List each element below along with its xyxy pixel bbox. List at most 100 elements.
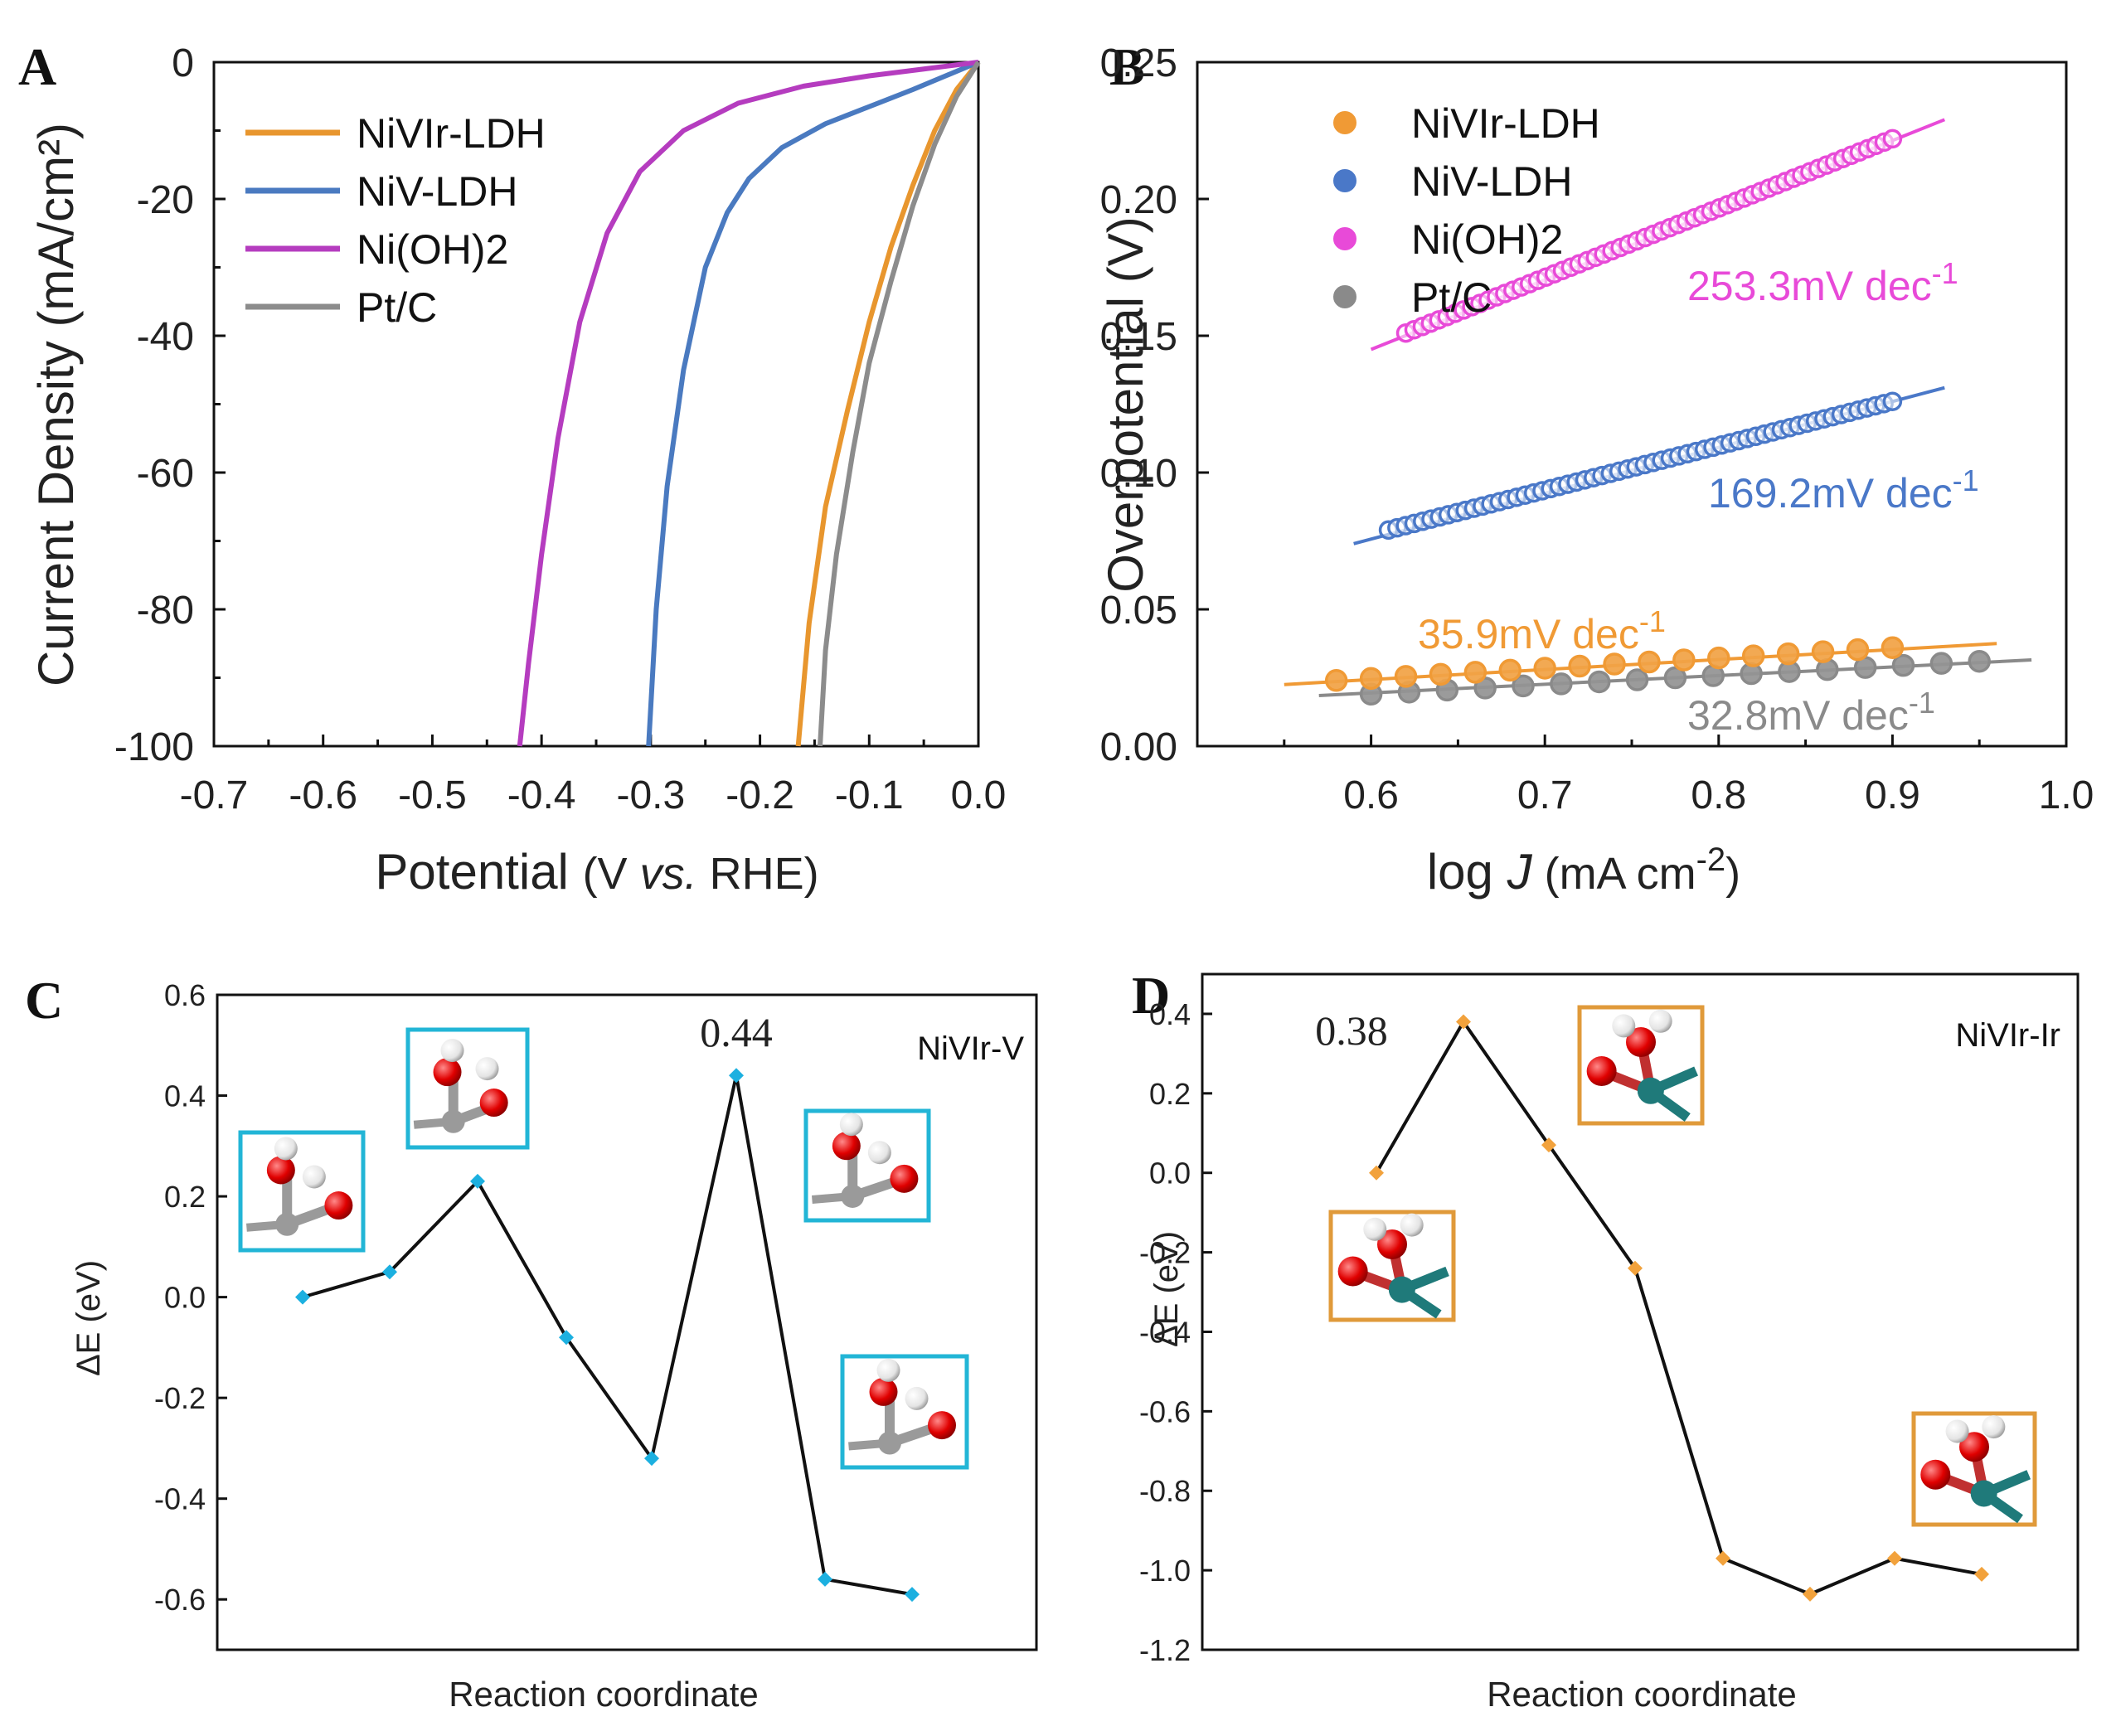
panel-label-c: C [25, 971, 63, 1030]
x-tick-label: -0.5 [398, 773, 467, 817]
panel-c: 0.6 0.4 0.2 0.0 -0.2 -0.4 -0.6 Reaction coordin… [70, 978, 1038, 1714]
y-tick-label: 0.2 [1149, 1077, 1191, 1111]
hydrogen-atom [1400, 1213, 1424, 1237]
metal-atom [275, 1212, 299, 1236]
y-tick-label: 0.25 [1100, 41, 1177, 85]
data-point-fill [1628, 670, 1647, 689]
y-tick-label: -0.4 [1139, 1315, 1191, 1349]
y-axis-label: Overpotential (V) [1098, 216, 1153, 593]
panel-title: NiVIr-V [917, 1030, 1024, 1067]
energy-state-marker [1974, 1566, 1989, 1582]
y-axis-label: Current Density (mA/cm²) [28, 123, 84, 686]
peak-energy-label: 0.38 [1315, 1007, 1388, 1054]
y-tick-label: 0.2 [164, 1180, 206, 1214]
x-axis-label: Potential (V vs. RHE) [375, 844, 818, 900]
data-point-fill [1501, 661, 1520, 680]
data-point-fill [1361, 685, 1381, 704]
hydrogen-atom [475, 1057, 499, 1081]
y-tick-label: 0.05 [1100, 589, 1177, 633]
hydrogen-atom [867, 1141, 891, 1165]
hydrogen-atom [1648, 1009, 1672, 1033]
oxygen-atom [479, 1089, 508, 1118]
y-tick-label: -0.6 [1139, 1394, 1191, 1428]
data-point-fill [1674, 651, 1693, 670]
energy-state-marker [1628, 1260, 1643, 1276]
energy-state-marker [1887, 1550, 1902, 1566]
tafel-slope-value: 35.9mV dec [1418, 611, 1639, 657]
data-point-fill [1570, 657, 1589, 676]
hydrogen-atom [1945, 1419, 1969, 1443]
inset-frame [405, 1027, 530, 1150]
structure-inset [405, 1027, 530, 1150]
tafel-slope-label: 169.2mV dec-1 [1708, 463, 1979, 517]
oxygen-atom [928, 1411, 956, 1440]
oxygen-atom [266, 1156, 295, 1185]
hydrogen-atom [905, 1386, 929, 1410]
data-point-fill [1848, 640, 1867, 659]
energy-state-marker [1716, 1550, 1730, 1566]
y-tick-label: 0 [172, 41, 194, 85]
y-axis-label: ΔE (eV) [1148, 1231, 1185, 1347]
x-tick-label: -0.1 [835, 773, 904, 817]
structure-inset [840, 1354, 969, 1470]
data-point-fill [1514, 676, 1532, 696]
legend-marker [1333, 111, 1356, 134]
data-point-fill [1361, 669, 1381, 688]
data-point-fill [1476, 678, 1495, 697]
hydrogen-atom [1982, 1415, 2006, 1439]
y-tick-label: 0.00 [1100, 725, 1177, 769]
energy-profile-line [302, 1074, 913, 1597]
y-tick-label: 0.0 [1149, 1157, 1191, 1190]
legend-label: Pt/C [1411, 274, 1492, 321]
tafel-slope-exponent: -1 [1953, 463, 1979, 497]
data-point-fill [1396, 667, 1415, 686]
y-tick-label: -20 [137, 178, 194, 222]
x-axis-label: log J (mA cm-2) [1427, 841, 1740, 900]
data-point-fill [1970, 652, 1989, 671]
structure-inset [1911, 1411, 2037, 1527]
data-point-fill [1431, 665, 1450, 684]
oxygen-atom [324, 1191, 353, 1220]
x-axis-label-part: -2 [1696, 841, 1726, 878]
structure-inset [1577, 1005, 1705, 1126]
data-point-fill [1666, 668, 1685, 687]
tafel-slope-value: 169.2mV dec [1708, 470, 1953, 516]
x-tick-label: 0.6 [1343, 773, 1399, 817]
oxygen-atom [1959, 1432, 1989, 1462]
hydrogen-atom [876, 1358, 900, 1382]
data-point-fill [1605, 655, 1624, 673]
iridium-atom [1388, 1276, 1415, 1303]
y-tick-label: -100 [114, 725, 194, 769]
x-tick-label: 1.0 [2039, 773, 2094, 817]
oxygen-atom [1337, 1256, 1368, 1287]
tafel-slope-label: 32.8mV dec-1 [1687, 686, 1935, 739]
energy-state-marker [1456, 1014, 1471, 1030]
x-axis-label-main: Potential [375, 844, 582, 900]
hydrogen-atom [274, 1137, 298, 1161]
energy-state-marker [729, 1068, 744, 1084]
y-tick-label: 0.10 [1100, 452, 1177, 496]
legend-label: Ni(OH)2 [1411, 216, 1563, 263]
data-point-fill [1894, 656, 1913, 675]
x-tick-label: -0.2 [726, 773, 794, 817]
x-axis-label-part: ) [1725, 849, 1740, 899]
energy-state-marker [382, 1264, 397, 1280]
y-tick-label: 0.4 [1149, 997, 1191, 1031]
x-axis-label-part: J [1507, 844, 1533, 900]
x-tick-label: 0.7 [1517, 773, 1573, 817]
plot-frame [216, 993, 1038, 1651]
oxygen-atom [1920, 1459, 1951, 1490]
oxygen-atom [1377, 1229, 1407, 1259]
x-tick-label: -0.4 [507, 773, 576, 817]
peak-energy-label: 0.44 [700, 1009, 773, 1055]
data-point [1882, 129, 1903, 149]
panel-title: NiVIr-Ir [1955, 1017, 2060, 1054]
structure-inset [803, 1108, 931, 1223]
energy-state-marker [1803, 1586, 1818, 1602]
y-axis-label: ΔE (eV) [70, 1260, 107, 1376]
data-point-fill [1589, 672, 1609, 691]
data-point-fill [1856, 658, 1875, 677]
data-point-fill [1779, 662, 1798, 681]
data-point-fill [1327, 671, 1346, 690]
